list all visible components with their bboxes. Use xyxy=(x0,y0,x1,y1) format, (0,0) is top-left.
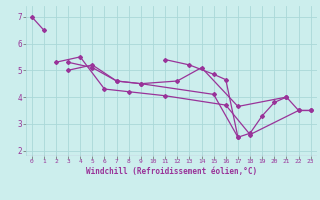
X-axis label: Windchill (Refroidissement éolien,°C): Windchill (Refroidissement éolien,°C) xyxy=(86,167,257,176)
